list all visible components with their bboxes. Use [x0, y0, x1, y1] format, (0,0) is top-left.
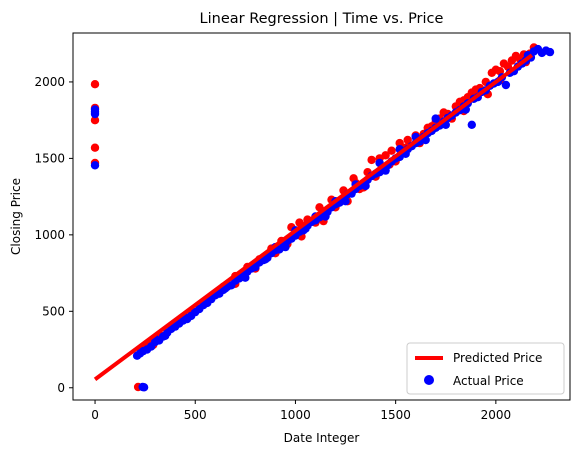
- chart-title: Linear Regression | Time vs. Price: [200, 11, 444, 27]
- y-tick-label-0: 0: [57, 381, 65, 395]
- actual-price-point-113: [161, 331, 170, 340]
- actual-price-point-0: [90, 161, 100, 170]
- actual-price-point-117: [241, 273, 250, 282]
- red-scatter-point-34: [403, 135, 412, 145]
- actual-price-point-111: [545, 47, 555, 57]
- actual-price-point-123: [361, 181, 370, 191]
- predicted-price-line: [93, 53, 534, 381]
- actual-price-point-90: [467, 120, 476, 129]
- x-tick-label-1500: 1500: [380, 408, 411, 422]
- red-scatter-point-29: [367, 155, 376, 165]
- y-tick-label-500: 500: [42, 304, 65, 318]
- legend-actual-label: Actual Price: [453, 374, 524, 388]
- x-axis-label: Date Integer: [284, 431, 360, 445]
- x-tick-label-500: 500: [184, 408, 207, 422]
- y-tick-label-1500: 1500: [34, 151, 65, 165]
- red-scatter-point-0: [90, 80, 100, 89]
- red-scatter-point-33: [395, 138, 404, 148]
- legend-predicted-label: Predicted Price: [453, 351, 542, 365]
- actual-price-point-122: [341, 197, 350, 206]
- actual-price-point-132: [431, 114, 440, 123]
- legend-box: [406, 342, 565, 395]
- y-axis-label: Closing Price: [9, 178, 23, 255]
- actual-price-point-121: [321, 212, 330, 221]
- y-tick-label-2000: 2000: [34, 75, 65, 89]
- actual-price-point-124: [381, 166, 390, 175]
- red-scatter-point-31: [381, 151, 390, 160]
- axes-frame: [72, 32, 571, 401]
- x-tick-label-1000: 1000: [280, 408, 311, 422]
- y-tick-label-1000: 1000: [34, 228, 65, 242]
- red-scatter-point-3: [90, 143, 100, 152]
- red-scatter-point-2: [90, 116, 100, 125]
- actual-price-point-3: [90, 105, 100, 114]
- red-scatter-point-32: [387, 146, 396, 155]
- actual-price-point-118: [261, 255, 270, 264]
- actual-price-point-99: [501, 80, 511, 90]
- actual-price-point-119: [281, 242, 290, 252]
- x-tick-label-0: 0: [91, 408, 99, 422]
- x-tick-label-2000: 2000: [481, 408, 512, 422]
- actual-price-point-5: [139, 383, 149, 392]
- legend-actual-swatch: [424, 375, 434, 385]
